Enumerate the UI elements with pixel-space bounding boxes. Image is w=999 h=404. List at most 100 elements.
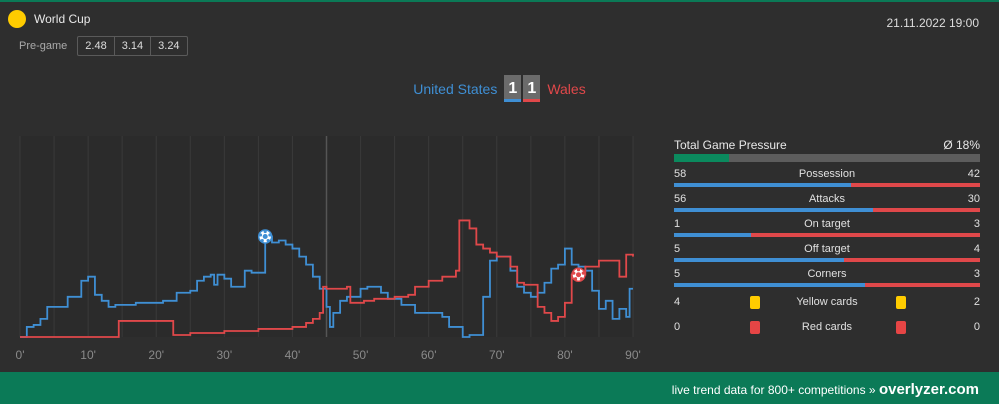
stat-label: Attacks	[808, 193, 846, 205]
pressure-bar	[674, 154, 980, 162]
away-score: 1	[523, 75, 541, 102]
goal-ball-icon-patch	[268, 233, 272, 237]
stat-bar-home	[674, 283, 866, 287]
goal-ball-icon-center	[262, 234, 268, 239]
stat-label: Possession	[798, 168, 856, 180]
stat-home-value: 5	[674, 268, 681, 280]
odd-draw[interactable]: 3.14	[115, 37, 152, 55]
home-score-value: 1	[508, 79, 518, 97]
yellow-cards-away: 2	[973, 296, 980, 308]
x-tick-label: 70'	[489, 348, 505, 362]
x-tick-label: 20'	[148, 348, 164, 362]
x-tick-label: 60'	[421, 348, 437, 362]
x-tick-label: 0'	[16, 348, 25, 362]
top-accent-line	[0, 0, 999, 2]
stat-away-value: 3	[973, 218, 980, 230]
stat-bar-away	[873, 208, 980, 212]
home-pressure-line	[20, 235, 633, 338]
stat-bar-away	[750, 233, 980, 237]
stat-bar	[674, 283, 980, 287]
goal-ball-icon-patch	[260, 238, 264, 243]
stat-bar	[674, 208, 980, 212]
odds-group: 2.48 3.14 3.24	[77, 36, 188, 56]
stat-home-value: 5	[674, 243, 681, 255]
stat-home-value: 56	[674, 193, 687, 205]
pressure-bar-fill	[674, 154, 730, 162]
stat-bar-home	[674, 258, 844, 262]
pressure-chart: 0' 10' 20' 30' 40' 50' 60' 70' 80' 90'	[16, 136, 641, 362]
yellow-cards-label: Yellow cards	[796, 296, 858, 308]
competition-name: World Cup	[34, 12, 91, 26]
stat-row: 58 Possession 42	[674, 168, 980, 181]
yellow-cards-home: 4	[674, 296, 681, 308]
brand-link[interactable]: overlyzer.com	[878, 381, 979, 398]
stat-bar	[674, 258, 980, 262]
red-cards-row: 0 Red cards 0	[674, 320, 980, 334]
match-datetime: 21.11.2022 19:00	[886, 16, 979, 30]
stat-bar-home	[674, 183, 852, 187]
pressure-label: Total Game Pressure	[674, 138, 787, 152]
goal-ball-icon-patch	[576, 268, 581, 272]
stat-label: Corners	[807, 268, 847, 280]
footer-banner[interactable]: live trend data for 800+ competitions » …	[0, 372, 999, 404]
stat-home-value: 58	[674, 168, 687, 180]
scoreline: United States 1 1 Wales	[0, 75, 999, 102]
stat-label: Off target	[804, 243, 850, 255]
goal-ball-icon-patch	[266, 238, 270, 243]
stat-row: 56 Attacks 30	[674, 193, 980, 206]
stat-corners: 5 Corners 3	[674, 268, 980, 287]
pregame-odds: Pre-game 2.48 3.14 3.24	[19, 36, 188, 56]
pressure-average: Ø 18%	[943, 138, 980, 152]
goal-ball-icon-patch	[581, 271, 585, 275]
stat-bar-away	[865, 283, 980, 287]
stat-label: On target	[804, 218, 850, 230]
stats-panel: Total Game Pressure Ø 18% 58 Possession 42…	[674, 138, 980, 334]
stat-home-value: 1	[674, 218, 681, 230]
goal-ball-icon-patch	[579, 277, 584, 281]
away-team-name[interactable]: Wales	[547, 80, 586, 97]
x-tick-label: 80'	[557, 348, 573, 362]
goal-ball-icon-patch	[572, 271, 576, 275]
footer-promo[interactable]: live trend data for 800+ competitions » …	[672, 381, 979, 398]
home-team-name[interactable]: United States	[413, 80, 498, 97]
away-score-value: 1	[527, 79, 537, 97]
stat-bar-away	[851, 183, 980, 187]
home-score: 1	[504, 75, 522, 102]
home-score-underline	[504, 99, 522, 102]
goal-ball-icon-center	[576, 272, 582, 278]
stat-on-target: 1 On target 3	[674, 218, 980, 237]
stat-bar-away	[844, 258, 980, 262]
odd-away[interactable]: 3.24	[158, 40, 180, 52]
stat-bar-home	[674, 233, 751, 237]
yellow-card-icon	[896, 295, 906, 309]
odd-home[interactable]: 2.48	[78, 37, 115, 55]
x-tick-label: 30'	[217, 348, 233, 362]
stat-away-value: 30	[967, 193, 980, 205]
yellow-card-icon	[750, 295, 760, 309]
pressure-header: Total Game Pressure Ø 18%	[674, 138, 980, 152]
goal-ball-icon-patch	[258, 233, 263, 237]
stat-bar-home	[674, 208, 874, 212]
stat-attacks: 56 Attacks 30	[674, 193, 980, 212]
x-tick-label: 10'	[80, 348, 96, 362]
stat-away-value: 42	[967, 168, 980, 180]
red-cards-label: Red cards	[801, 321, 853, 333]
stat-bar	[674, 233, 980, 237]
footer-promo-text: live trend data for 800+ competitions »	[671, 383, 876, 397]
stat-away-value: 3	[973, 268, 980, 280]
yellow-cards-row: 4 Yellow cards 2	[674, 295, 980, 309]
red-card-icon	[896, 320, 906, 334]
competition-header: World Cup	[8, 10, 90, 28]
goal-ball-icon-patch	[263, 229, 267, 234]
stat-possession: 58 Possession 42	[674, 168, 980, 187]
x-tick-label: 50'	[353, 348, 369, 362]
red-cards-home: 0	[674, 321, 681, 333]
away-score-underline	[523, 99, 541, 102]
red-card-icon	[750, 320, 760, 334]
red-cards-away: 0	[973, 321, 980, 333]
stat-row: 1 On target 3	[674, 218, 980, 231]
x-tick-label: 90'	[625, 348, 641, 362]
pregame-label: Pre-game	[19, 40, 68, 52]
stat-row: 5 Off target 4	[674, 243, 980, 256]
stat-off-target: 5 Off target 4	[674, 243, 980, 262]
